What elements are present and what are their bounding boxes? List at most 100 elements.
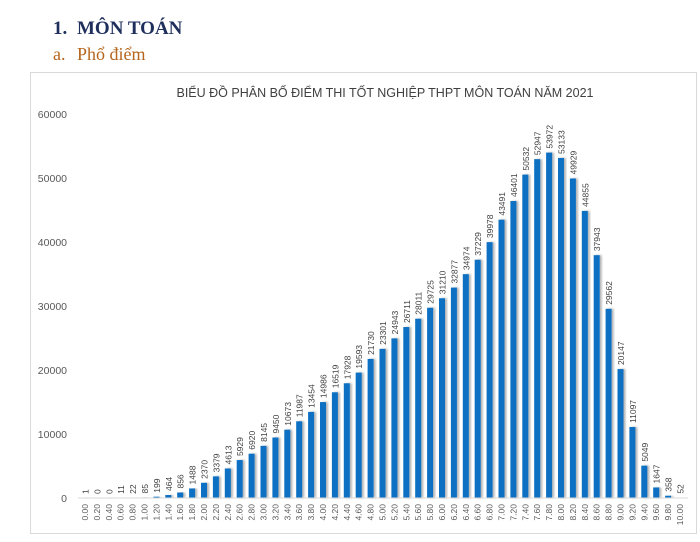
- bar: [201, 482, 207, 498]
- data-label: 50532: [521, 147, 531, 171]
- x-tick-label: 1.60: [175, 504, 185, 521]
- bar: [415, 318, 422, 498]
- data-label: 23301: [378, 321, 388, 345]
- data-label: 46401: [509, 173, 519, 197]
- x-tick-label: 6.60: [473, 504, 483, 521]
- x-tick-label: 8.60: [592, 504, 602, 521]
- data-label: 199: [152, 478, 162, 492]
- bar: [272, 437, 279, 498]
- x-tick-label: 6.00: [437, 504, 447, 521]
- x-tick-label: 7.00: [497, 504, 507, 521]
- chart-frame: [30, 72, 697, 534]
- data-label: 31210: [438, 270, 448, 294]
- x-tick-label: 2.60: [235, 504, 245, 521]
- bar: [569, 178, 576, 498]
- data-label: 10673: [283, 402, 293, 426]
- x-tick-label: 0.20: [92, 504, 102, 521]
- data-label: 43491: [497, 192, 507, 216]
- bar: [427, 307, 434, 498]
- x-tick-label: 6.80: [485, 504, 495, 521]
- x-tick-label: 7.40: [520, 504, 530, 521]
- data-label: 17928: [342, 355, 352, 379]
- data-label: 1647: [652, 464, 662, 483]
- x-tick-label: 8.40: [580, 504, 590, 521]
- y-tick-label: 20000: [38, 365, 67, 377]
- x-tick-label: 7.80: [544, 504, 554, 521]
- x-tick-label: 6.20: [449, 504, 459, 521]
- data-label: 0: [92, 489, 102, 494]
- data-label: 3379: [211, 453, 221, 472]
- x-tick-label: 2.40: [223, 504, 233, 521]
- subsection-heading: a. Phổ điểm: [53, 44, 146, 65]
- subsection-letter: a.: [53, 44, 66, 64]
- data-label: 53133: [557, 130, 567, 154]
- section-heading: 1. MÔN TOÁN: [53, 18, 182, 40]
- x-tick-label: 4.60: [354, 504, 364, 521]
- data-label: 21730: [366, 331, 376, 355]
- chart-title: BIỂU ĐỒ PHÂN BỐ ĐIỂM THI TỐT NGHIỆP THPT…: [177, 85, 594, 100]
- bar: [355, 372, 362, 498]
- y-tick-label: 50000: [38, 173, 67, 185]
- bar: [165, 495, 172, 498]
- y-tick-label: 10000: [38, 429, 67, 441]
- data-label: 11: [116, 485, 126, 494]
- data-label: 5049: [640, 443, 650, 462]
- data-label: 4613: [223, 445, 233, 464]
- bar: [403, 327, 410, 498]
- bar: [284, 429, 291, 498]
- data-label: 49929: [568, 151, 578, 175]
- x-tick-label: 9.20: [627, 504, 637, 521]
- bar: [653, 487, 660, 498]
- x-tick-label: 1.00: [140, 504, 150, 521]
- x-tick-label: 5.60: [413, 504, 423, 521]
- subsection-title: Phổ điểm: [77, 44, 146, 64]
- data-label: 37943: [592, 227, 602, 251]
- bar: [320, 402, 326, 498]
- bar: [343, 383, 350, 498]
- data-label: 464: [164, 477, 174, 491]
- bar: [474, 259, 481, 498]
- x-tick-label: 9.00: [616, 504, 626, 521]
- x-tick-label: 5.00: [378, 504, 388, 521]
- bar: [260, 445, 267, 498]
- x-tick-label: 9.40: [639, 504, 649, 521]
- data-label: 856: [176, 474, 186, 488]
- x-tick-label: 0.60: [116, 504, 126, 521]
- x-tick-label: 6.40: [461, 504, 471, 521]
- data-label: 1: [81, 489, 91, 494]
- x-tick-label: 10.00: [675, 504, 685, 526]
- x-tick-label: 3.40: [282, 504, 292, 521]
- x-tick-label: 4.40: [342, 504, 352, 521]
- data-label: 2370: [200, 460, 210, 479]
- bar: [534, 159, 541, 498]
- bar: [510, 201, 517, 498]
- bar: [629, 426, 636, 498]
- x-tick-label: 1.40: [163, 504, 173, 521]
- data-label: 8145: [259, 423, 269, 442]
- x-tick-label: 3.80: [306, 504, 316, 521]
- bar: [498, 219, 505, 498]
- x-tick-label: 4.20: [330, 504, 340, 521]
- bar: [296, 421, 303, 498]
- data-label: 358: [664, 477, 674, 491]
- bar: [236, 460, 243, 498]
- x-tick-label: 1.80: [187, 504, 197, 521]
- x-tick-label: 0.40: [104, 504, 114, 521]
- x-tick-label: 5.40: [401, 504, 411, 521]
- bar: [248, 453, 255, 498]
- data-label: 24943: [390, 310, 400, 334]
- x-tick-label: 2.80: [247, 504, 257, 521]
- bar: [331, 392, 338, 498]
- section-title: MÔN TOÁN: [77, 18, 183, 39]
- x-tick-label: 8.00: [556, 504, 566, 521]
- x-tick-label: 9.80: [663, 504, 673, 521]
- data-label: 44855: [580, 183, 590, 207]
- x-tick-label: 0.00: [80, 504, 90, 521]
- x-tick-label: 0.80: [128, 504, 138, 521]
- data-label: 19593: [354, 345, 364, 369]
- x-tick-label: 5.20: [389, 504, 399, 521]
- bar: [558, 157, 564, 499]
- bar: [617, 369, 624, 498]
- x-tick-label: 7.60: [532, 504, 542, 521]
